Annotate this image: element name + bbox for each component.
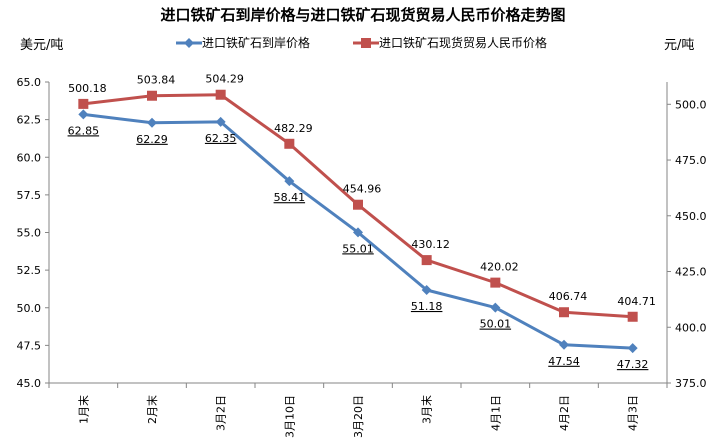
data-point bbox=[215, 116, 226, 127]
legend-item-landed-price: 进口铁矿石到岸价格 bbox=[176, 34, 310, 51]
data-point bbox=[284, 138, 295, 149]
data-label: 58.41 bbox=[274, 191, 306, 204]
x-tick-label: 4月1日 bbox=[489, 395, 502, 431]
data-label: 62.29 bbox=[136, 133, 168, 146]
data-point bbox=[559, 307, 569, 318]
data-label: 482.29 bbox=[274, 122, 313, 135]
data-point bbox=[421, 255, 432, 266]
data-label: 504.29 bbox=[205, 73, 244, 86]
right-tick-label: 500.0 bbox=[675, 98, 707, 111]
data-label: 454.96 bbox=[343, 183, 382, 196]
data-point bbox=[147, 90, 157, 101]
chart-title: 进口铁矿石到岸价格与进口铁矿石现货贸易人民币价格走势图 bbox=[160, 6, 566, 24]
x-tick-label: 1月末 bbox=[76, 395, 90, 424]
data-label: 420.02 bbox=[480, 261, 519, 274]
left-tick-label: 45.0 bbox=[17, 377, 42, 390]
left-tick-label: 52.5 bbox=[17, 264, 42, 277]
right-tick-label: 375.0 bbox=[675, 377, 707, 390]
legend-label: 进口铁矿石现货贸易人民币价格 bbox=[379, 36, 548, 50]
data-label: 47.32 bbox=[617, 358, 649, 371]
data-point bbox=[147, 117, 157, 128]
data-point bbox=[78, 98, 89, 109]
right-tick-label: 400.0 bbox=[675, 321, 707, 334]
data-point bbox=[627, 311, 638, 322]
data-label: 406.74 bbox=[549, 290, 588, 303]
square-marker-icon bbox=[353, 37, 379, 48]
x-tick-label: 3月20日 bbox=[352, 395, 365, 438]
data-point bbox=[353, 227, 363, 238]
x-tick-label: 3月末 bbox=[420, 395, 434, 424]
right-tick-label: 425.0 bbox=[675, 266, 707, 279]
x-tick-label: 3月10日 bbox=[283, 395, 296, 438]
left-tick-label: 50.0 bbox=[17, 302, 42, 315]
data-point bbox=[490, 277, 501, 288]
left-axis-unit: 美元/吨 bbox=[20, 38, 64, 53]
data-point bbox=[490, 302, 501, 313]
x-tick-label: 4月2日 bbox=[558, 395, 571, 431]
x-tick-label: 3月2日 bbox=[215, 395, 228, 431]
data-label: 430.12 bbox=[411, 238, 450, 251]
data-point bbox=[353, 199, 363, 210]
data-label: 404.71 bbox=[617, 295, 656, 308]
data-label: 50.01 bbox=[480, 318, 512, 331]
data-label: 503.84 bbox=[137, 74, 176, 87]
left-tick-label: 47.5 bbox=[17, 339, 42, 352]
right-tick-label: 475.0 bbox=[675, 154, 707, 167]
left-tick-label: 65.0 bbox=[17, 76, 42, 89]
legend-label: 进口铁矿石到岸价格 bbox=[202, 36, 311, 50]
data-label: 500.18 bbox=[68, 82, 107, 95]
data-label: 55.01 bbox=[342, 242, 374, 255]
data-point bbox=[215, 89, 226, 100]
data-point bbox=[78, 109, 89, 120]
data-label: 47.54 bbox=[548, 355, 580, 368]
left-tick-label: 57.5 bbox=[17, 189, 42, 202]
right-tick-label: 450.0 bbox=[675, 210, 707, 223]
data-label: 62.35 bbox=[205, 132, 237, 145]
data-label: 62.85 bbox=[68, 124, 100, 137]
diamond-marker-icon bbox=[176, 37, 202, 48]
legend-item-rmb-price: 进口铁矿石现货贸易人民币价格 bbox=[353, 34, 547, 51]
data-point bbox=[559, 339, 569, 350]
data-point bbox=[284, 176, 295, 187]
right-axis-unit: 元/吨 bbox=[664, 38, 695, 53]
data-point bbox=[627, 343, 638, 354]
left-tick-label: 55.0 bbox=[17, 227, 42, 240]
left-tick-label: 60.0 bbox=[17, 151, 42, 164]
x-tick-label: 4月3日 bbox=[627, 395, 640, 431]
left-tick-label: 62.5 bbox=[17, 114, 42, 127]
data-label: 51.18 bbox=[411, 300, 443, 313]
x-tick-label: 2月末 bbox=[145, 395, 159, 424]
data-point bbox=[421, 284, 432, 295]
